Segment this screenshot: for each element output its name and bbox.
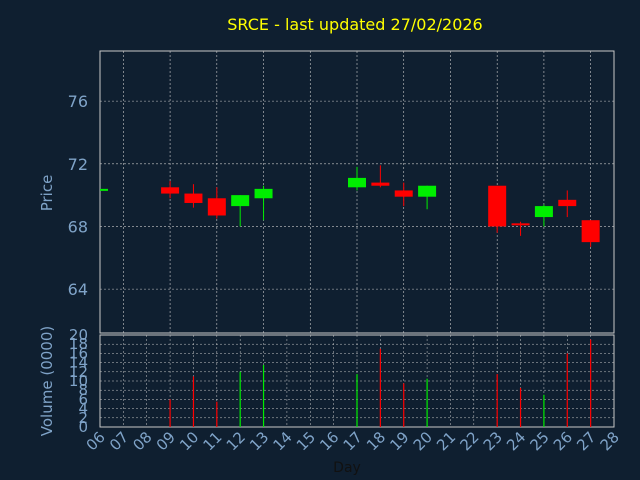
price-tick-label: 68 (68, 217, 88, 236)
day-tick-label: 17 (340, 428, 366, 454)
day-tick-label: 19 (386, 428, 412, 454)
candle-12 (231, 195, 250, 227)
day-tick-label: 11 (199, 428, 225, 454)
candle-body (348, 177, 366, 188)
candle-body (161, 187, 180, 194)
volume-tick-label: 4 (78, 400, 88, 418)
day-tick-label: 12 (223, 428, 249, 454)
candle-body (100, 188, 108, 191)
day-axis-label: Day (333, 460, 361, 476)
candle-body (207, 198, 226, 216)
day-tick-label: 20 (410, 428, 436, 454)
day-tick-label: 08 (129, 428, 155, 454)
candle-18 (371, 165, 390, 188)
day-tick-label: 07 (106, 428, 132, 454)
price-panel: 64 68 72 76 (68, 50, 615, 334)
volume-tick-label: 20 (69, 326, 88, 344)
volume-tick-label: 10 (69, 372, 88, 390)
candle-26 (558, 190, 577, 218)
day-tick-label: 21 (433, 428, 459, 454)
candle-body (581, 220, 600, 243)
volume-tick-label: 8 (78, 381, 88, 399)
candle-body (488, 185, 507, 227)
price-axis-label: Price (38, 175, 56, 212)
day-tick-label: 26 (550, 428, 576, 454)
candle-body (254, 188, 273, 199)
volume-axis-label: Volume (0000) (38, 326, 56, 436)
candle-body (231, 195, 250, 207)
volume-tick-label: 6 (78, 390, 88, 408)
candle-13 (254, 185, 273, 221)
candle-body (418, 185, 437, 197)
day-tick-label: 24 (503, 428, 529, 454)
candle-06 (100, 188, 108, 191)
chart-title: SRCE - last updated 27/02/2026 (227, 15, 482, 34)
candle-25 (534, 204, 553, 227)
volume-tick-label: 16 (69, 344, 88, 362)
candle-23 (488, 185, 507, 233)
volume-tick-label: 0 (78, 418, 88, 436)
day-tick-label: 22 (456, 428, 482, 454)
price-tick-label: 64 (68, 280, 88, 299)
volume-tick-label: 12 (69, 363, 88, 381)
candle-body (371, 182, 390, 186)
candle-19 (394, 182, 413, 207)
price-tick-label: 76 (68, 92, 88, 111)
candle-09 (161, 181, 180, 199)
volume-tick-label: 2 (78, 409, 88, 427)
day-tick-label: 10 (176, 428, 202, 454)
candle-11 (207, 187, 226, 219)
day-tick-label: 15 (293, 428, 319, 454)
candle-body (558, 199, 577, 207)
day-tick-label: 16 (316, 428, 342, 454)
day-tick-label: 14 (270, 428, 296, 454)
day-tick-label: 13 (246, 428, 272, 454)
candle-27 (581, 220, 600, 247)
candle-body (511, 223, 530, 226)
candle-17 (348, 166, 366, 191)
day-tick-label: 09 (153, 428, 179, 454)
day-tick-label: 23 (480, 428, 506, 454)
candle-body (534, 206, 553, 218)
volume-tick-label: 18 (69, 335, 88, 353)
candle-body (184, 193, 203, 203)
candle-20 (418, 185, 437, 210)
volume-tick-label: 14 (69, 354, 88, 372)
day-tick-label: 25 (527, 428, 553, 454)
day-axis: 0607080910111213141516171819202122232425… (83, 428, 623, 454)
candle-24 (511, 221, 530, 236)
candle-10 (184, 184, 203, 208)
candle-body (394, 190, 413, 197)
day-tick-label: 18 (363, 428, 389, 454)
price-tick-label: 72 (68, 155, 88, 174)
day-tick-label: 27 (573, 428, 599, 454)
day-tick-label: 28 (597, 428, 623, 454)
